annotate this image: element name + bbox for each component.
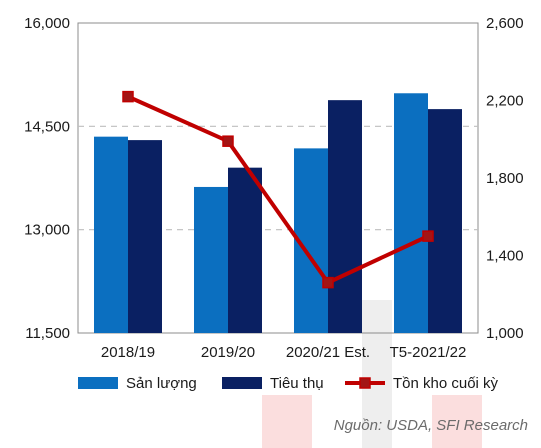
right-axis-tick-label: 2,600 (486, 15, 524, 32)
line-ton-kho (127, 94, 429, 285)
line-marker (122, 90, 134, 103)
bar-tieu-thu (428, 109, 462, 333)
legend-swatch (78, 377, 118, 389)
bar-san-luong (194, 186, 228, 333)
source-note: Nguồn: USDA, SFI Research (334, 417, 528, 434)
watermark (262, 300, 482, 448)
plot-area: 11,500 13,000 14,500 16,000 1,000 1,400 1,800 2… (24, 15, 523, 361)
plot-frame (77, 22, 479, 334)
x-axis-tick-label: T5-2021/22 (390, 344, 467, 361)
line-marker (222, 135, 234, 147)
left-axis-tick-label: 16,000 (24, 15, 70, 32)
bar-tieu-thu (128, 140, 162, 333)
right-axis-tick-label: 1,000 (486, 325, 524, 342)
legend-marker (359, 377, 371, 389)
right-axis-tick-label: 1,800 (486, 170, 524, 187)
bar-tieu-thu (228, 167, 262, 333)
legend-label: Tồn kho cuối kỳ (393, 375, 499, 392)
x-axis-tick-label: 2020/21 Est. (286, 344, 370, 361)
right-axis-tick-label: 1,400 (486, 248, 524, 265)
right-axis-tick-label: 2,200 (486, 93, 524, 110)
legend-label: Sản lượng (126, 375, 197, 392)
left-axis-tick-label: 11,500 (25, 325, 70, 342)
bar-san-luong (94, 136, 128, 333)
legend-swatch (222, 377, 262, 389)
line-marker (422, 230, 434, 242)
x-axis-tick-label: 2019/20 (201, 344, 255, 361)
bar-tieu-thu (328, 100, 362, 334)
bar-san-luong (394, 93, 428, 334)
legend-label: Tiêu thụ (270, 375, 324, 392)
line-marker (322, 276, 334, 289)
x-axis-tick-label: 2018/19 (101, 344, 155, 361)
legend: Sản lượng Tiêu thụ Tồn kho cuối kỳ (78, 375, 499, 392)
left-axis-tick-label: 14,500 (24, 118, 70, 135)
left-axis-tick-label: 13,000 (24, 222, 70, 239)
